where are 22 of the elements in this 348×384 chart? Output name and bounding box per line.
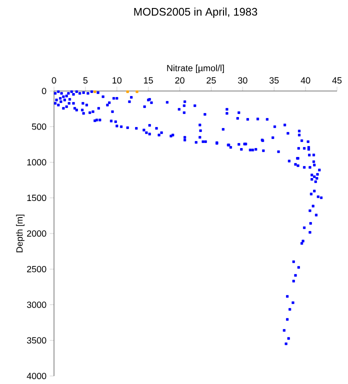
x-tick-label: 45 [332,77,342,84]
x-tick-label: 20 [175,77,184,84]
y-tick-label: 0 [42,88,46,94]
chart-title: MODS2005 in April, 1983 [134,8,258,18]
x-tick-label: 30 [238,77,248,84]
y-tick-label: 4000 [26,372,46,380]
y-tick-label: 2000 [27,230,46,237]
x-tick-label: 40 [300,77,310,84]
x-tick-label: 0 [52,77,56,84]
y-tick-label: 500 [32,123,46,130]
x-axis-title: Nitrate [µmol/l] [167,64,224,74]
y-tick-label: 3500 [26,337,46,344]
y-tick-label: 1000 [27,159,46,166]
x-tick-label: 5 [83,77,88,84]
y-tick-label: 1500 [27,194,46,202]
x-tick-label: 10 [112,77,122,84]
x-tick-label: 25 [206,77,216,84]
y-tick-label: 3000 [26,302,46,308]
y-tick-label: 2500 [27,266,46,272]
x-tick-label: 35 [269,77,279,84]
y-axis-title: Depth [m] [16,214,24,252]
x-tick-label: 15 [144,77,153,84]
